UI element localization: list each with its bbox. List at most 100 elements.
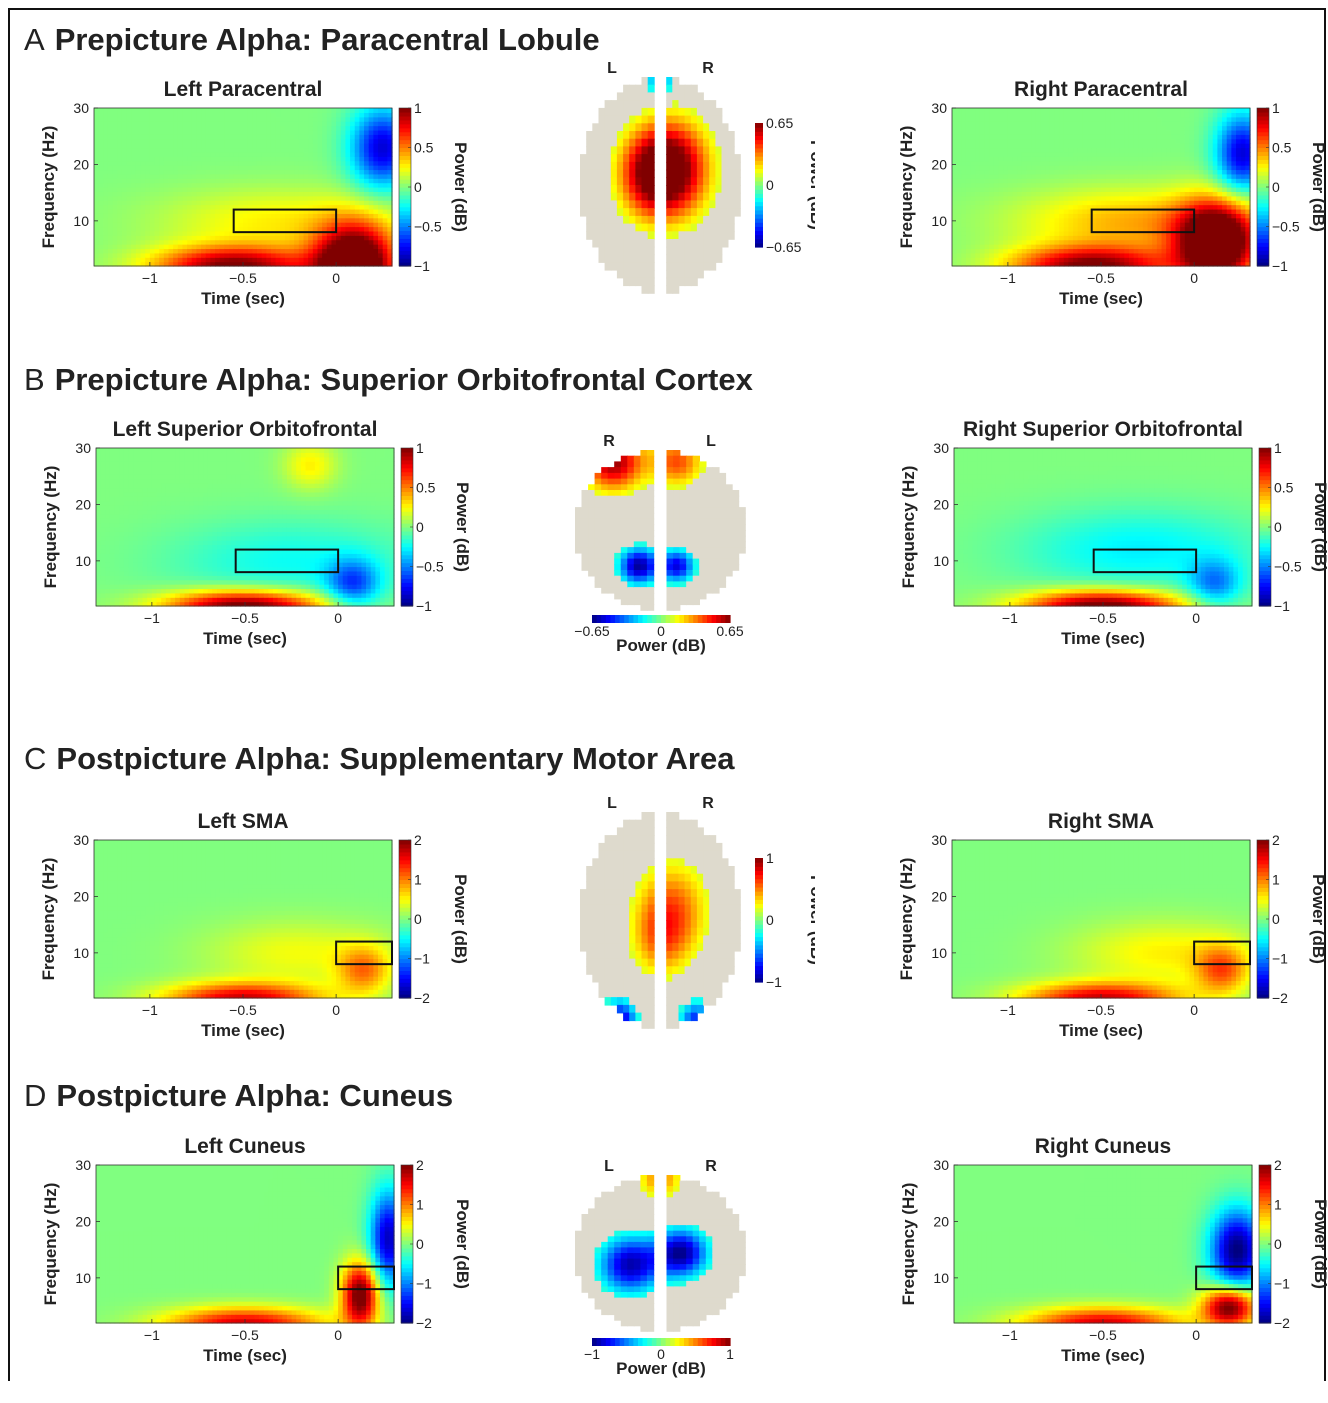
heatmap-cell (1120, 257, 1125, 262)
heatmap-cell (1138, 235, 1143, 240)
heatmap-cell (294, 143, 299, 148)
heatmap-cell (206, 213, 211, 218)
heatmap-cell (187, 213, 192, 218)
heatmap-cell (304, 143, 309, 148)
heatmap-cell (1059, 248, 1064, 253)
heatmap-cell (985, 240, 990, 245)
heatmap-cell (971, 218, 976, 223)
brain-patch (697, 116, 704, 125)
heatmap-cell (1189, 257, 1194, 262)
heatmap-cell (313, 126, 318, 131)
heatmap-cell (1134, 248, 1139, 253)
heatmap-cell (1017, 148, 1022, 153)
heatmap-cell (1027, 240, 1032, 245)
brain-patch (617, 247, 624, 256)
heatmap-cell (369, 183, 374, 188)
heatmap-cell (224, 209, 229, 214)
heatmap-cell (159, 134, 164, 139)
brain-patch (703, 200, 710, 209)
heatmap-cell (1050, 174, 1055, 179)
heatmap-cell (99, 253, 104, 258)
heatmap-cell (1110, 200, 1115, 205)
brain-patch (605, 239, 612, 248)
heatmap-cell (350, 121, 355, 126)
heatmap-cell (1068, 218, 1073, 223)
heatmap-cell (238, 174, 243, 179)
heatmap-cell (141, 231, 146, 236)
heatmap-cell (1073, 248, 1078, 253)
heatmap-cell (243, 148, 248, 153)
heatmap-cell (383, 156, 388, 161)
heatmap-cell (1068, 165, 1073, 170)
brain-patch (642, 123, 649, 132)
heatmap-cell (206, 148, 211, 153)
heatmap-cell (262, 130, 267, 135)
heatmap-cell (1208, 240, 1213, 245)
brain-patch (685, 231, 692, 240)
colorbar: 10.50−0.5−1 (399, 100, 442, 274)
brain-patch (685, 146, 692, 155)
heatmap-cell (99, 126, 104, 131)
heatmap-cell (961, 143, 966, 148)
heatmap-cell (961, 209, 966, 214)
heatmap-cell (196, 134, 201, 139)
heatmap-cell (1068, 257, 1073, 262)
heatmap-cell (1059, 200, 1064, 205)
heatmap-cell (94, 248, 99, 253)
heatmap-cell (350, 248, 355, 253)
heatmap-cell (1078, 235, 1083, 240)
heatmap-cell (169, 139, 174, 144)
heatmap-cell (243, 139, 248, 144)
heatmap-cell (1166, 174, 1171, 179)
heatmap-cell (1059, 130, 1064, 135)
heatmap-cell (383, 244, 388, 249)
heatmap-cell (355, 165, 360, 170)
heatmap-cell (178, 126, 183, 131)
heatmap-cell (369, 139, 374, 144)
heatmap-cell (1203, 209, 1208, 214)
heatmap-cell (304, 200, 309, 205)
heatmap-cell (155, 209, 160, 214)
heatmap-cell (980, 257, 985, 262)
brain-patch (685, 116, 692, 125)
brain-patch (605, 216, 612, 225)
heatmap-cell (1045, 117, 1050, 122)
heatmap-cell (364, 227, 369, 232)
brain-patch (697, 216, 704, 225)
heatmap-cell (304, 156, 309, 161)
heatmap-cell (262, 253, 267, 258)
heatmap-cell (145, 165, 150, 170)
heatmap-cell (1194, 143, 1199, 148)
heatmap-cell (266, 218, 271, 223)
brain-patch (648, 170, 655, 179)
heatmap-cell (1013, 139, 1018, 144)
heatmap-cell (1213, 218, 1218, 223)
heatmap-cell (1031, 200, 1036, 205)
heatmap-cell (108, 209, 113, 214)
heatmap-cell (1082, 240, 1087, 245)
heatmap-cell (369, 165, 374, 170)
heatmap-cell (229, 253, 234, 258)
heatmap-cell (243, 108, 248, 113)
heatmap-cell (155, 222, 160, 227)
heatmap-cell (1162, 121, 1167, 126)
heatmap-cell (1040, 121, 1045, 126)
heatmap-cell (1027, 165, 1032, 170)
heatmap-cell (1087, 174, 1092, 179)
heatmap-cell (127, 196, 132, 201)
heatmap-cell (150, 209, 155, 214)
heatmap-cell (1078, 187, 1083, 192)
brain-patch (586, 177, 593, 186)
heatmap-cell (1040, 257, 1045, 262)
heatmap-cell (94, 169, 99, 174)
heatmap-cell (1189, 187, 1194, 192)
heatmap-cell (150, 121, 155, 126)
heatmap-cell (999, 213, 1004, 218)
heatmap-cell (1059, 143, 1064, 148)
heatmap-cell (1054, 222, 1059, 227)
heatmap-cell (173, 235, 178, 240)
heatmap-cell (1176, 244, 1181, 249)
heatmap-cell (369, 121, 374, 126)
heatmap-cell (1078, 218, 1083, 223)
